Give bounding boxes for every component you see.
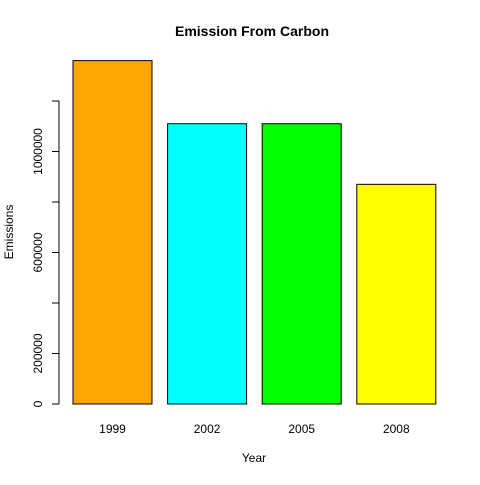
x-tick-label: 2002 <box>194 422 221 436</box>
x-tick-labels: 1999 2002 2005 2008 <box>99 422 410 436</box>
y-axis: 0 200000 600000 1000000 <box>31 100 60 407</box>
x-axis-label: Year <box>242 451 266 465</box>
bar-1999 <box>72 60 153 405</box>
bars <box>72 60 437 405</box>
y-tick-label: 1000000 <box>31 128 45 175</box>
x-tick-label: 2008 <box>383 422 410 436</box>
y-tick-label: 0 <box>31 400 45 407</box>
chart-title: Emission From Carbon <box>175 23 329 39</box>
y-tick-label: 600000 <box>31 232 45 272</box>
y-axis-label: Emissions <box>2 205 16 260</box>
bar-2002 <box>167 123 248 405</box>
bar-2008 <box>356 183 437 405</box>
bar-2005 <box>261 123 342 405</box>
x-tick-label: 1999 <box>99 422 126 436</box>
x-tick-label: 2005 <box>288 422 315 436</box>
y-tick-label: 200000 <box>31 333 45 373</box>
